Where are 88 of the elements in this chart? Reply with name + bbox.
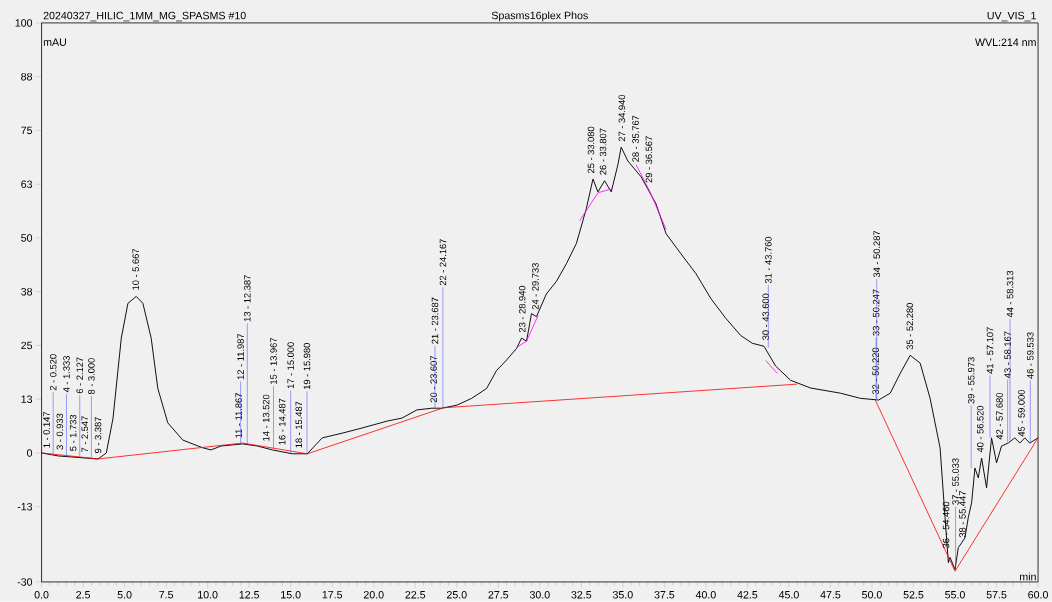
annotation: 44 - 58.313: [1006, 270, 1014, 318]
annotation: 20 - 23.607: [430, 356, 437, 403]
y-tick-label: 75: [21, 126, 33, 135]
annotation: 19 - 15.980: [303, 343, 311, 390]
annotation: 6 - 2.127: [76, 357, 84, 394]
x-tick-label: 45.0: [778, 591, 799, 599]
x-tick-label: 25.0: [446, 591, 467, 599]
annotation: 46 - 59.533: [1027, 332, 1034, 379]
annotation: 12 - 11.987: [237, 334, 244, 380]
annotation: 43 - 58.167: [1004, 331, 1011, 378]
x-tick-label: 20.0: [363, 591, 384, 599]
annotation: 25 - 33.080: [587, 126, 595, 174]
annotation: 45 - 59.000: [1018, 389, 1025, 437]
x-tick-label: 37.5: [654, 591, 675, 599]
x-tick-label: 32.5: [571, 591, 592, 599]
y-tick-label: 50: [21, 234, 33, 242]
annotation: 32 - 50.220: [872, 347, 879, 395]
annotation: 14 - 13.520: [262, 394, 270, 441]
x-tick-label: 55.0: [945, 591, 965, 599]
y-tick-label: 13: [21, 395, 33, 404]
x-tick-label: 50.0: [862, 591, 882, 599]
annotation: 36 - 54.460: [942, 501, 950, 549]
x-tick-label: 2.5: [76, 591, 91, 599]
x-tick-label: 7.5: [159, 591, 174, 599]
annotation: 7 - 2.547: [81, 416, 89, 453]
annotation: 1 - 0.147: [43, 412, 50, 448]
annotation: 23 - 28.940: [518, 285, 526, 333]
y-tick-label: 25: [21, 341, 33, 350]
y-tick-label: 100: [15, 19, 33, 27]
annotation: 35 - 52.280: [906, 303, 914, 350]
x-tick-label: 40.0: [695, 591, 716, 599]
annotation: 28 - 35.767: [632, 115, 639, 162]
annotation: WVL:214 nm: [975, 38, 1036, 46]
annotation: 29 - 36.567: [645, 136, 653, 183]
annotation: 13 - 12.387: [244, 275, 251, 322]
annotation: 8 - 3.000: [88, 358, 95, 395]
x-tick-label: 5.0: [117, 591, 132, 599]
annotation: 38 - 55.447: [959, 491, 966, 538]
annotation: 21 - 23.687: [431, 297, 439, 344]
annotation: 37 - 55.033: [952, 458, 959, 505]
annotation: 42 - 57.680: [996, 393, 1003, 440]
annotation: 34 - 50.287: [873, 231, 881, 278]
chart-title: Spasms16plex Phos: [491, 11, 588, 22]
annotation: 26 - 33.807: [599, 128, 607, 175]
y-tick-label: 63: [21, 180, 33, 188]
x-tick-label: 10.0: [198, 591, 218, 599]
annotation: 2 - 0.520: [49, 354, 57, 391]
text: 20240327_HILIC_1MM_MG_SPASMS #10: [43, 11, 246, 22]
annotation: 18 - 15.487: [295, 401, 303, 448]
x-tick-label: 15.0: [281, 591, 301, 599]
annotation: 33 - 50.247: [872, 289, 880, 336]
annotation: 15 - 13.967: [270, 338, 277, 384]
annotation: 31 - 43.760: [765, 236, 772, 284]
annotation: 24 - 29.733: [532, 263, 539, 310]
y-tick-label: 88: [21, 72, 33, 81]
x-tick-label: 30.0: [529, 591, 550, 599]
x-tick-label: 57.5: [986, 591, 1007, 599]
y-tick-label: -30: [17, 578, 33, 586]
annotation: 3 - 0.933: [56, 413, 64, 450]
x-tick-label: 0.0: [34, 591, 49, 599]
y-tick-label: -13: [17, 502, 33, 511]
annotation: 10 - 5.667: [132, 249, 139, 290]
annotation: 39 - 55.973: [967, 357, 975, 404]
annotation: 4 - 1.333: [63, 356, 70, 393]
annotation: 9 - 3.387: [94, 417, 102, 453]
annotation: 40 - 56.520: [976, 405, 984, 453]
text: UV_VIS_1: [987, 11, 1036, 22]
x-tick-label: 52.5: [903, 591, 924, 599]
x-tick-label: 12.5: [239, 591, 260, 599]
x-tick-label: 27.5: [488, 591, 509, 599]
x-tick-label: 42.5: [737, 591, 758, 599]
y-tick-label: 0: [27, 449, 33, 457]
x-tick-label: 60.0: [1028, 591, 1048, 599]
y-tick-label: 38: [21, 287, 33, 296]
annotation: 41 - 57.107: [986, 327, 994, 374]
x-tick-label: 22.5: [405, 591, 426, 599]
annotation: 16 - 14.487: [278, 398, 286, 445]
annotation: 30 - 43.600: [762, 293, 769, 340]
y-axis-title: mAU: [43, 38, 66, 46]
annotation: 11 - 11.867: [235, 393, 242, 438]
annotation: 27 - 34.940: [618, 94, 626, 142]
annotation: 22 - 24.167: [439, 239, 447, 286]
x-axis-title: min: [1020, 572, 1036, 581]
x-tick-label: 47.5: [820, 591, 841, 599]
x-tick-label: 17.5: [322, 591, 343, 599]
annotation: 17 - 15.000: [287, 342, 294, 389]
x-tick-label: 35.0: [612, 591, 633, 599]
annotation: 5 - 1.733: [69, 415, 77, 451]
